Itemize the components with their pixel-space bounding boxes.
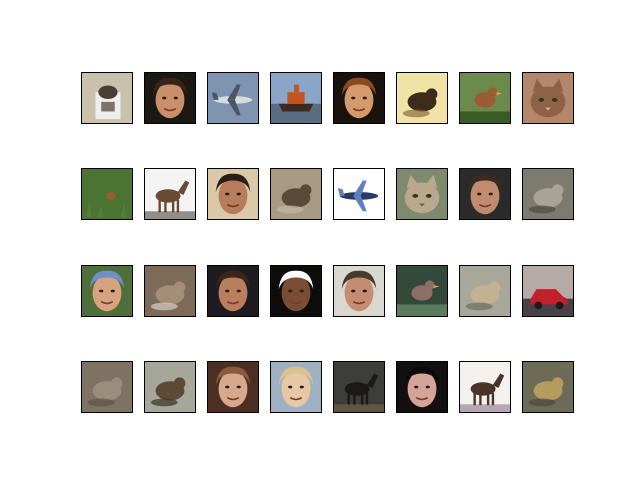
ship-thumbnail — [271, 73, 321, 123]
image-tile — [396, 168, 448, 220]
image-tile — [459, 72, 511, 124]
face-thumbnail — [334, 73, 384, 123]
face-thumbnail — [271, 266, 321, 316]
face-thumbnail — [208, 266, 258, 316]
cat-thumbnail — [397, 169, 447, 219]
image-tile — [396, 72, 448, 124]
image-tile — [333, 361, 385, 413]
image-tile — [207, 265, 259, 317]
image-tile — [81, 265, 133, 317]
image-tile — [522, 168, 574, 220]
face-thumbnail — [397, 362, 447, 412]
animal-thumbnail — [523, 362, 573, 412]
image-tile — [144, 265, 196, 317]
image-tile — [81, 168, 133, 220]
face-thumbnail — [334, 266, 384, 316]
face-thumbnail — [208, 362, 258, 412]
face-thumbnail — [271, 362, 321, 412]
animal-thumbnail — [460, 266, 510, 316]
grass-thumbnail — [82, 169, 132, 219]
image-tile — [522, 361, 574, 413]
image-tile — [270, 265, 322, 317]
animal-thumbnail — [145, 266, 195, 316]
image-tile — [396, 265, 448, 317]
animal-thumbnail — [397, 73, 447, 123]
image-tile — [522, 265, 574, 317]
bird-thumbnail — [460, 73, 510, 123]
airplane-thumbnail — [208, 73, 258, 123]
image-tile — [459, 265, 511, 317]
image-tile — [144, 168, 196, 220]
image-tile — [207, 168, 259, 220]
image-tile — [144, 361, 196, 413]
image-tile — [81, 72, 133, 124]
horse-thumbnail — [334, 362, 384, 412]
horse-thumbnail — [460, 362, 510, 412]
face-thumbnail — [145, 73, 195, 123]
face-thumbnail — [208, 169, 258, 219]
image-tile — [459, 168, 511, 220]
image-tile — [144, 72, 196, 124]
animal-thumbnail — [271, 169, 321, 219]
car-thumbnail — [523, 266, 573, 316]
bird-thumbnail — [397, 266, 447, 316]
face-thumbnail — [460, 169, 510, 219]
image-tile — [333, 72, 385, 124]
animal-thumbnail — [145, 362, 195, 412]
image-tile — [207, 361, 259, 413]
image-tile — [81, 361, 133, 413]
image-tile — [207, 72, 259, 124]
animal-thumbnail — [523, 169, 573, 219]
image-tile — [270, 361, 322, 413]
image-tile — [270, 72, 322, 124]
airplane-thumbnail — [334, 169, 384, 219]
cat-thumbnail — [523, 73, 573, 123]
image-tile — [459, 361, 511, 413]
horse-thumbnail — [145, 169, 195, 219]
face-thumbnail — [82, 266, 132, 316]
image-tile — [333, 168, 385, 220]
image-tile — [522, 72, 574, 124]
image-tile — [270, 168, 322, 220]
animal-in-box-thumbnail — [82, 73, 132, 123]
image-tile — [333, 265, 385, 317]
image-tile — [396, 361, 448, 413]
animal-thumbnail — [82, 362, 132, 412]
